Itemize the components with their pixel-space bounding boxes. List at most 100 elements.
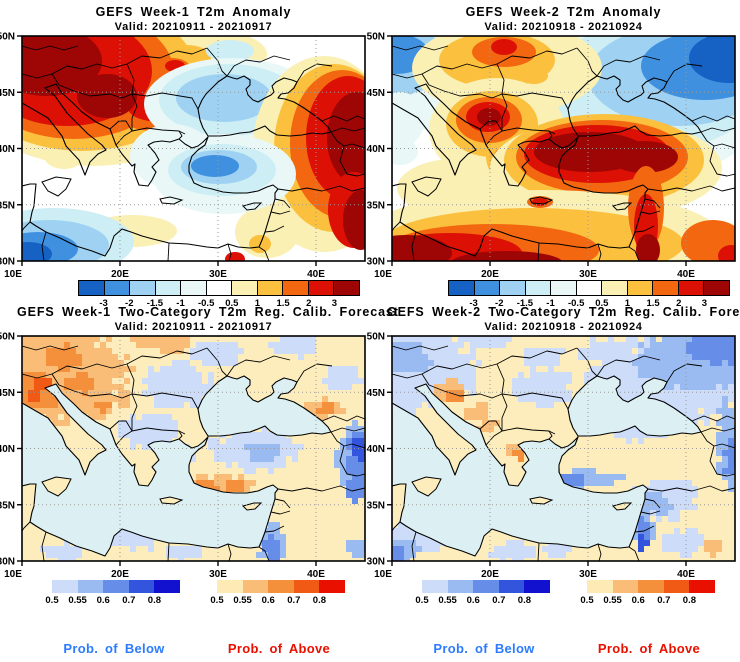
panel-week1-anomaly: GEFS Week-1 T2m Anomaly Valid: 20210911 …: [0, 0, 370, 309]
svg-text:45N: 45N: [367, 88, 385, 99]
svg-text:30E: 30E: [579, 269, 597, 280]
colorbar-segment: [319, 580, 345, 593]
colorbar-segment: [703, 281, 730, 295]
colorbar-tick-label: 0.5: [580, 595, 594, 606]
svg-text:20E: 20E: [481, 269, 499, 280]
colorbar-tick-label: 0.55: [603, 595, 622, 606]
colorbar-segment: [499, 281, 525, 295]
svg-text:35N: 35N: [0, 500, 15, 511]
svg-text:40E: 40E: [677, 269, 695, 280]
svg-text:10E: 10E: [4, 569, 22, 580]
svg-text:40E: 40E: [677, 569, 695, 580]
prob-below-colorbar: 0.5 0.55 0.6 0.7 0.8: [45, 580, 180, 607]
panel-title: GEFS Week-1 Two-Category T2m Reg. Calib.…: [17, 305, 399, 319]
panel-valid-range: Valid: 20210918 - 20210924: [484, 21, 643, 33]
colorbar-segment: [256, 281, 283, 295]
prob-below-colorbar: 0.5 0.55 0.6 0.7 0.8: [415, 580, 550, 607]
svg-text:35N: 35N: [367, 200, 385, 211]
colorbar-tick-labels: 0.5 0.55 0.6 0.7 0.8: [415, 595, 550, 607]
colorbar-segment: [524, 281, 551, 295]
svg-text:45N: 45N: [0, 388, 15, 399]
svg-text:40N: 40N: [367, 444, 385, 455]
colorbar-tick-label: 0.8: [517, 595, 531, 606]
colorbar-tick-label: 1.5: [276, 298, 290, 309]
colorbar-segments: [587, 580, 715, 593]
colorbar-segment: [103, 281, 130, 295]
colorbar-segment: [180, 281, 206, 295]
svg-text:20E: 20E: [111, 269, 129, 280]
colorbar-tick-label: -2: [495, 298, 504, 309]
colorbar-segment: [205, 281, 232, 295]
colorbar-segments: [52, 580, 180, 593]
colorbar-tick-labels: 0.5 0.55 0.6 0.7 0.8: [45, 595, 180, 607]
svg-text:10E: 10E: [4, 269, 22, 280]
anomaly-colorbar: -3 -2 -1.5 -1 -0.5 0.5 1 1.5 2 3: [448, 280, 730, 310]
colorbar-segment: [333, 281, 360, 295]
colorbar-tick-label: -1.5: [146, 298, 164, 309]
colorbar-tick-label: -0.5: [567, 298, 585, 309]
svg-text:30N: 30N: [367, 557, 385, 568]
colorbar-tick-label: 2: [676, 298, 682, 309]
colorbar-segment: [231, 281, 257, 295]
colorbar-tick-label: -3: [469, 298, 478, 309]
svg-text:50N: 50N: [0, 32, 15, 43]
svg-text:45N: 45N: [0, 88, 15, 99]
colorbar-segment: [601, 281, 627, 295]
colorbar-tick-labels: 0.5 0.55 0.6 0.7 0.8: [580, 595, 715, 607]
colorbar-segment: [652, 281, 678, 295]
colorbar-segment: [154, 580, 180, 593]
panel-week2-probability: GEFS Week-2 Two-Category T2m Reg. Calib.…: [367, 300, 740, 606]
prob-above-label: Prob. of Above: [597, 641, 701, 656]
colorbar-tick-label: 0.7: [657, 595, 671, 606]
colorbar-segment: [612, 580, 639, 593]
svg-text:40N: 40N: [0, 444, 15, 455]
colorbar-zone: 0.5 0.55 0.6 0.7 0.8 0.5 0.55 0.6 0.7 0.8: [370, 580, 740, 612]
colorbar-segment: [638, 580, 664, 593]
colorbar-segment: [242, 580, 269, 593]
svg-text:30E: 30E: [579, 569, 597, 580]
svg-text:35N: 35N: [0, 200, 15, 211]
colorbar-tick-label: 1: [624, 298, 631, 309]
panel-title: GEFS Week-2 T2m Anomaly: [465, 5, 662, 19]
colorbar-tick-label: -1.5: [516, 298, 534, 309]
colorbar-segment: [422, 580, 448, 593]
svg-text:20E: 20E: [481, 569, 499, 580]
colorbar-tick-label: -2: [125, 298, 134, 309]
colorbar-segments: [422, 580, 550, 593]
prob-above-label: Prob. of Above: [227, 641, 331, 656]
colorbar-segments: [78, 280, 360, 296]
colorbar-segment: [52, 580, 78, 593]
colorbar-tick-label: 0.5: [225, 298, 239, 309]
colorbar-tick-label: 0.6: [631, 595, 645, 606]
colorbar-segment: [103, 580, 129, 593]
colorbar-tick-label: 2: [306, 298, 312, 309]
svg-text:50N: 50N: [367, 32, 385, 43]
panel-valid-range: Valid: 20210918 - 20210924: [484, 321, 643, 333]
svg-text:40N: 40N: [367, 144, 385, 155]
colorbar-segment: [447, 580, 474, 593]
colorbar-tick-label: 0.5: [45, 595, 59, 606]
prob-below-label: Prob. of Below: [63, 641, 165, 656]
panel-week1-probability: GEFS Week-1 Two-Category T2m Reg. Calib.…: [0, 300, 399, 606]
svg-text:50N: 50N: [367, 332, 385, 343]
svg-text:30E: 30E: [209, 569, 227, 580]
svg-text:10E: 10E: [374, 269, 392, 280]
colorbar-tick-label: 0.7: [492, 595, 506, 606]
anomaly-colorbar: -3 -2 -1.5 -1 -0.5 0.5 1 1.5 2 3: [78, 280, 360, 310]
colorbar-tick-label: 0.6: [261, 595, 275, 606]
svg-text:30N: 30N: [0, 257, 15, 268]
colorbar-segment: [77, 580, 104, 593]
colorbar-tick-label: -0.5: [197, 298, 215, 309]
svg-text:50N: 50N: [0, 332, 15, 343]
colorbar-tick-label: -1: [546, 298, 555, 309]
svg-text:40E: 40E: [307, 269, 325, 280]
colorbar-zone: 0.5 0.55 0.6 0.7 0.8 0.5 0.55 0.6 0.7 0.8: [0, 580, 370, 612]
colorbar-tick-label: 1.5: [646, 298, 660, 309]
colorbar-segments: [448, 280, 730, 296]
colorbar-tick-labels: 0.5 0.55 0.6 0.7 0.8: [210, 595, 345, 607]
colorbar-segment: [524, 580, 550, 593]
colorbar-tick-label: 0.55: [233, 595, 252, 606]
panel-title: GEFS Week-2 Two-Category T2m Reg. Calib.…: [387, 305, 740, 319]
colorbar-tick-label: 0.8: [147, 595, 161, 606]
